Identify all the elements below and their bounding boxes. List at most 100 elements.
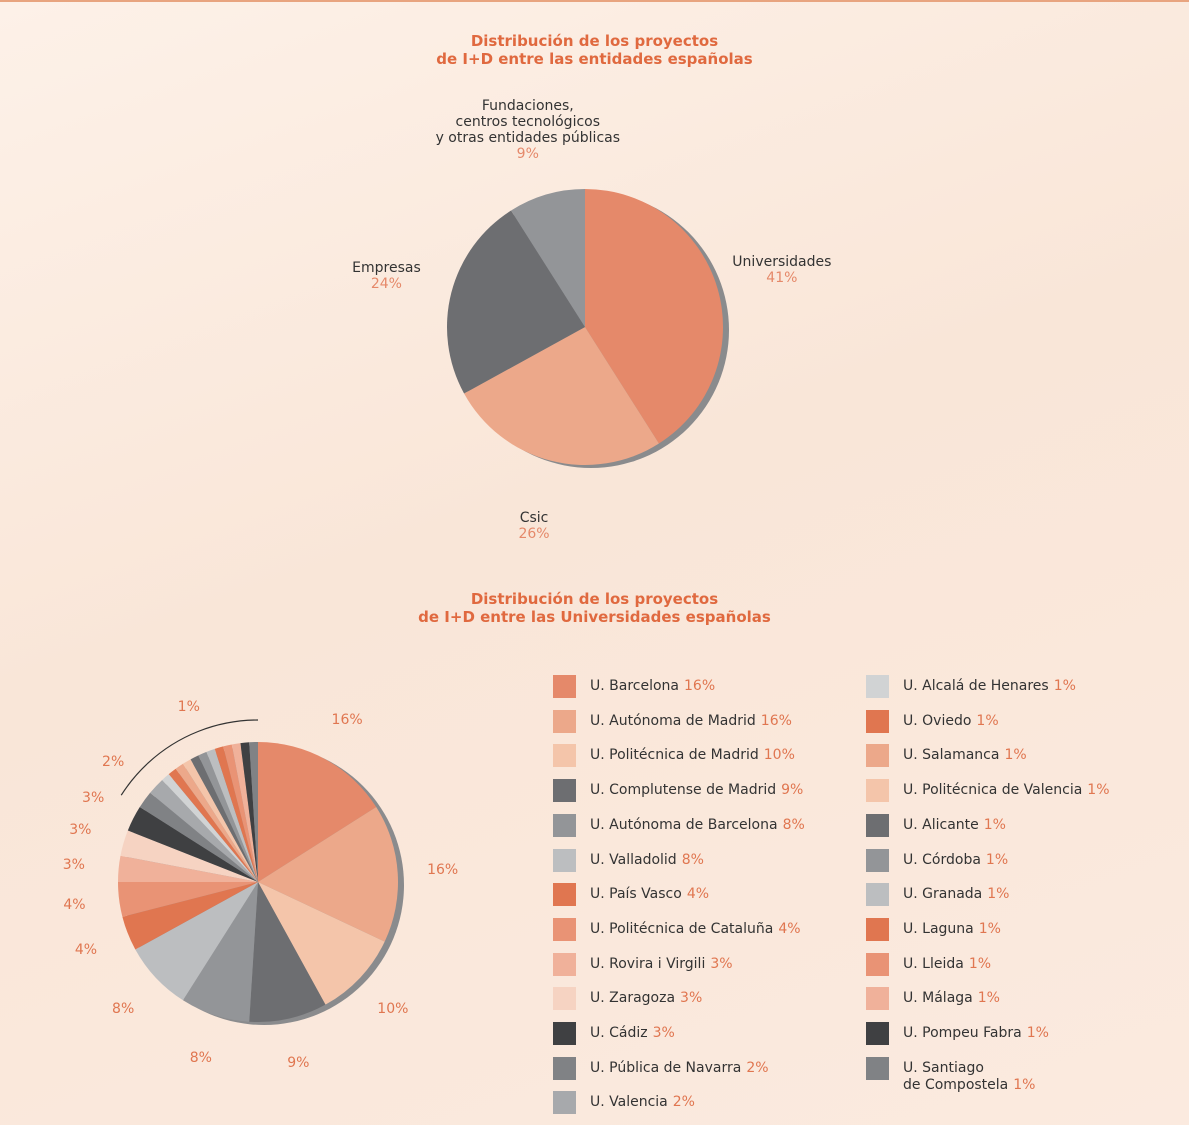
slice-label: 16% [427,862,459,879]
legend-text: U. Zaragoza 3% [590,987,702,1007]
pie-slice [249,882,326,1022]
pie-slice [231,743,258,882]
value-label: 9% [516,146,539,163]
legend-name: U. Politécnica de Madrid [590,747,759,764]
legend-swatch [866,1056,889,1080]
legend-item: U. Málaga 1% [866,987,1000,1011]
legend-text: U. Lleida 1% [903,953,991,973]
legend-value: 9% [781,782,804,799]
category-name: Universidades [732,253,832,270]
value-label: 41% [766,269,798,286]
legend-name: U. Barcelona [590,678,679,694]
legend-value: 8% [681,851,704,868]
group-arc [146,719,259,765]
legend-swatch [866,675,889,698]
legend-item: U. Oviedo 1% [866,709,999,733]
legend-value: 2% [672,1094,695,1111]
legend-text: U. País Vasco 4% [590,883,709,903]
legend-item: U. Barcelona 16% [553,675,715,698]
slice-label: 3% [69,822,92,839]
legend-swatch [553,987,576,1011]
legend-name: U. Alcalá de Henares [903,678,1049,694]
legend-text: U. Politécnica de Cataluña 4% [590,918,801,938]
legend-name: U. Politécnica de Valencia [903,782,1083,799]
legend-value: 1% [1004,747,1027,764]
value-label: 24% [370,276,402,293]
pie-slice [447,210,585,394]
pie-slice [464,327,659,465]
legend-swatch [866,952,889,976]
legend-text: U. Santiago de Compostela 1% [903,1057,1035,1094]
legend-swatch [553,744,576,768]
legend-swatch [553,675,576,698]
slice-label: Empresas 24% [352,260,421,292]
legend-value: 10% [763,747,795,764]
legend-name: U. Málaga [903,990,973,1007]
legend-name: U. Salamanca [903,747,1000,764]
legend-name: U. Rovira i Virgili [590,955,706,972]
legend-text: U. Barcelona 16% [590,675,715,695]
legend-value: 16% [760,712,792,729]
legend-item: U. Lleida 1% [866,952,991,976]
legend-value: 4% [778,920,801,937]
legend-item: U. Valladolid 8% [553,848,704,872]
legend-swatch [866,917,889,941]
pie-slice [223,744,258,882]
pie-slice [127,806,258,882]
legend-item: U. Rovira i Virgili 3% [553,952,733,976]
chart-title: de I+D entre las entidades españolas [436,50,753,68]
category-name: Fundaciones, centros tecnológicos y otra… [435,98,621,147]
legend-name: U. Laguna [903,920,974,937]
legend-value: 2% [746,1059,769,1076]
legend-text: U. Alicante 1% [903,814,1006,834]
legend-value: 1% [983,816,1006,833]
legend-item: U. Politécnica de Valencia 1% [866,779,1110,803]
legend-swatch [866,1022,889,1045]
legend-item: U. Politécnica de Cataluña 4% [553,917,801,941]
slice-label: Csic 26% [518,510,549,542]
legend-name: U. Cádiz [590,1025,648,1041]
pie-slice [585,189,724,444]
slice-label: Universidades 41% [732,254,831,286]
legend-item: U. Cádiz 3% [553,1022,675,1045]
legend-text: U. Pública de Navarra 2% [590,1057,769,1077]
category-name: Empresas [352,260,421,277]
legend-swatch [553,883,576,907]
legend-value: 16% [684,678,716,694]
legend-value: 1% [977,990,1000,1007]
legend-value: 1% [976,712,999,729]
slice-label: 3% [62,856,85,873]
legend-value: 1% [978,920,1001,937]
legend-text: U. Alcalá de Henares 1% [903,675,1076,695]
pie-slice [168,768,258,882]
legend-swatch [866,987,889,1011]
legend-swatch [866,848,889,872]
legend-value: 1% [1053,678,1076,694]
legend-swatch [553,848,576,872]
value-label: 26% [518,525,550,542]
legend-item: U. Politécnica de Madrid 10% [553,744,795,768]
legend-value: 3% [652,1025,675,1041]
legend-name: U. Valladolid [590,851,677,868]
slice-label: Fundaciones, centros tecnológicos y otra… [436,98,620,162]
group-label: 2% [102,754,125,771]
pie-slice [162,774,258,882]
legend-text: U. Oviedo 1% [903,710,999,730]
pie-slice [118,882,258,917]
legend-item: U. Autónoma de Madrid 16% [553,709,792,733]
legend-swatch [553,952,576,976]
legend-item: U. Alcalá de Henares 1% [866,675,1076,698]
legend-value: 4% [686,886,710,903]
pie-slice [118,855,258,882]
legend-swatch [553,917,576,941]
legend-item: U. Granada 1% [866,883,1009,907]
slice-label: 8% [112,1000,135,1017]
legend-item: U. Complutense de Madrid 9% [553,779,804,803]
chart-title: de I+D entre las Universidades españolas [418,608,771,626]
pie-slice [240,742,258,882]
legend-item: U. Alicante 1% [866,813,1006,837]
pie-slice [182,882,258,1022]
slice-label: 8% [189,1049,212,1066]
legend-name: U. Politécnica de Cataluña [590,920,774,937]
